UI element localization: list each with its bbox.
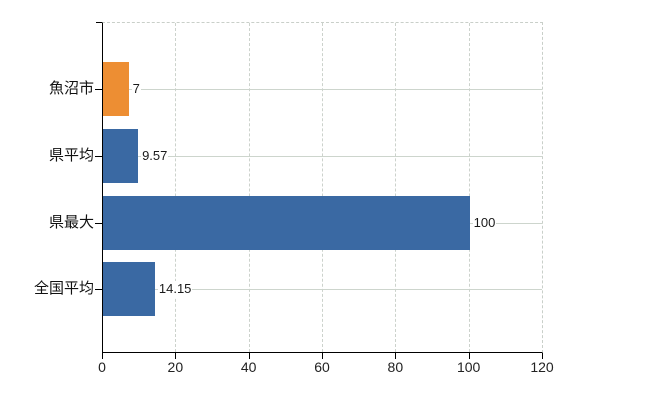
- y-axis-end-tick: [96, 22, 102, 23]
- category-label: 県最大: [48, 213, 94, 231]
- x-tick-label: 80: [387, 359, 404, 375]
- grid-line-v: [395, 23, 397, 352]
- x-tick-label: 120: [530, 359, 554, 375]
- x-tick-label: 40: [240, 359, 257, 375]
- x-tick: [248, 353, 250, 359]
- x-tick: [102, 353, 103, 359]
- x-tick: [322, 353, 323, 359]
- x-tick-label: 20: [167, 359, 184, 375]
- grid-line-v: [175, 23, 177, 352]
- bar: [103, 195, 470, 250]
- y-tick: [95, 289, 102, 291]
- grid-line-v: [322, 23, 323, 352]
- y-tick: [95, 89, 102, 90]
- x-tick-label: 100: [456, 359, 481, 375]
- bar-value-label: 100: [472, 214, 497, 231]
- x-tick: [395, 353, 397, 359]
- bar: [103, 262, 155, 317]
- category-label: 県平均: [48, 146, 94, 164]
- x-tick: [542, 353, 543, 359]
- bar: [103, 128, 139, 183]
- bar-value-label: 14.15: [157, 281, 193, 298]
- bar: [103, 62, 129, 116]
- bar-value-label: 7: [131, 81, 141, 97]
- plot-area: [102, 22, 543, 353]
- x-tick: [468, 353, 470, 359]
- grid-line-v: [468, 23, 470, 352]
- y-tick: [95, 155, 102, 157]
- x-tick: [175, 353, 177, 359]
- category-label: 全国平均: [33, 280, 94, 298]
- category-label: 魚沼市: [48, 80, 94, 97]
- grid-line-v: [248, 23, 250, 352]
- x-tick-label: 60: [314, 359, 330, 375]
- y-tick: [95, 222, 102, 224]
- bar-value-label: 9.57: [141, 147, 169, 164]
- x-tick-label: 0: [98, 359, 106, 375]
